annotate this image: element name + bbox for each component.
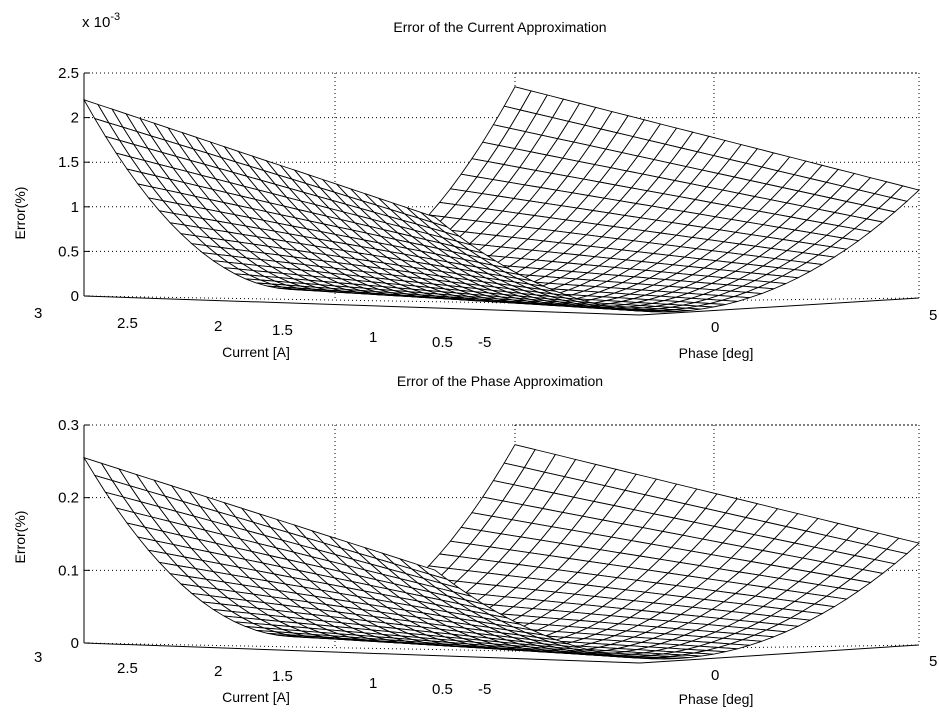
- grid-lines: [83, 72, 920, 304]
- z-tick-label: 0.2: [58, 490, 79, 507]
- x-tick-label: 2: [214, 663, 222, 680]
- x-tick-label: 2.5: [117, 660, 138, 677]
- y-tick-label: 5: [929, 307, 937, 324]
- phase-approximation-plot: 0 0.1 0.2 0.3 Error of the Phase Approximat…: [12, 373, 937, 707]
- z-tick-label: 1: [71, 199, 79, 216]
- x-tick-label: 3: [34, 649, 42, 666]
- x-tick-label: 2: [214, 318, 222, 335]
- x-axis-label: Current [A]: [222, 344, 290, 360]
- surface-cell: [661, 309, 690, 312]
- z-tick-label: 0: [71, 635, 79, 652]
- x-tick-label: 3: [34, 305, 42, 322]
- z-tick-label: 0.1: [58, 562, 79, 579]
- y-tick-label: -5: [478, 334, 491, 351]
- current-approximation-plot: 0 0.5 1 1.5 2 2.5 x 10-3 Error of the Current…: [12, 11, 937, 361]
- x-tick-label: 1.5: [272, 668, 293, 685]
- z-tick-labels: 0 0.1 0.2 0.3: [58, 417, 90, 652]
- x-tick-label: 0.5: [432, 334, 453, 351]
- x-tick-label: 1: [369, 329, 377, 346]
- x-axis-label: Current [A]: [222, 689, 290, 705]
- axes-lines: [83, 425, 920, 664]
- surface-cell: [658, 656, 690, 659]
- error-surface-mesh: [83, 86, 920, 313]
- y-axis-label: Phase [deg]: [679, 691, 754, 707]
- y-tick-label: 5: [929, 653, 937, 670]
- y-tick-label: 0: [711, 319, 719, 336]
- x-tick-label: 0.5: [432, 681, 453, 698]
- x-tick-label: 1.5: [272, 322, 293, 339]
- chart-title: Error of the Current Approximation: [393, 19, 606, 35]
- y-tick-label: -5: [478, 681, 491, 698]
- z-axis-label: Error(%): [12, 511, 28, 564]
- z-tick-label: 2.5: [58, 65, 79, 82]
- z-tick-label: 2: [71, 110, 79, 127]
- z-axis-label: Error(%): [12, 187, 28, 240]
- chart-title: Error of the Phase Approximation: [397, 373, 603, 389]
- y-tick-label: 0: [711, 667, 719, 684]
- z-tick-label: 0: [71, 288, 79, 305]
- y-axis-label: Phase [deg]: [679, 345, 754, 361]
- z-tick-labels: 0 0.5 1 1.5 2 2.5: [58, 65, 90, 305]
- error-surface-mesh: [82, 444, 920, 660]
- z-tick-label: 0.3: [58, 417, 79, 434]
- x-tick-label: 1: [369, 675, 377, 692]
- z-tick-label: 1.5: [58, 154, 79, 171]
- axes-lines: [83, 73, 920, 316]
- z-exponent-label: x 10-3: [82, 11, 120, 31]
- x-tick-label: 2.5: [117, 315, 138, 332]
- z-tick-label: 0.5: [58, 243, 79, 260]
